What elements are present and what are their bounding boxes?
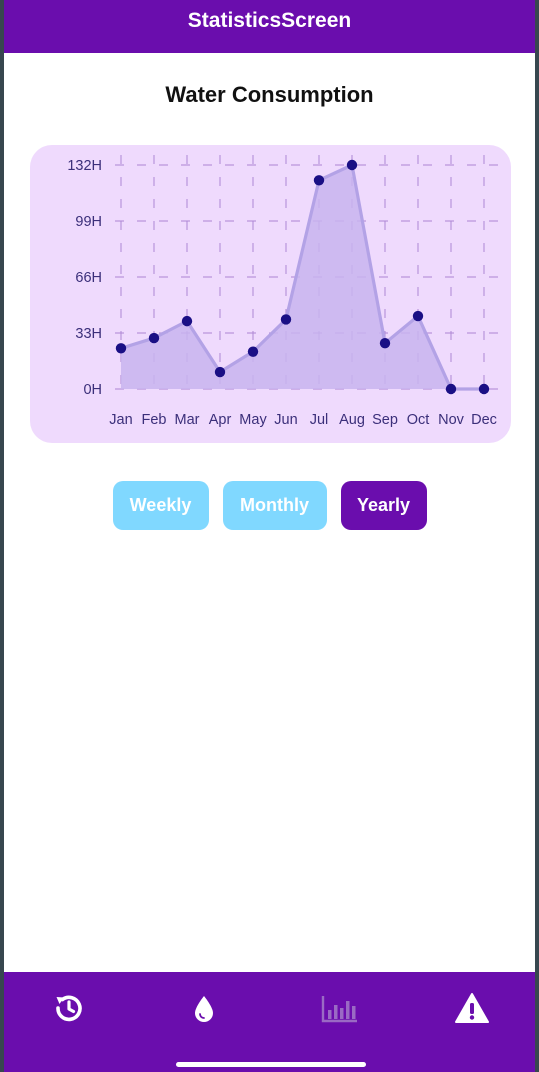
y-tick-label: 0H <box>83 382 102 398</box>
x-tick-label: Mar <box>175 412 200 428</box>
monthly-button[interactable]: Monthly <box>222 481 327 530</box>
data-point-oct <box>412 310 424 322</box>
home-indicator <box>176 1062 366 1067</box>
warning-icon <box>455 993 489 1023</box>
water-consumption-chart: 0H 33H 66H 99H 132H Jan Feb Mar Apr May Jun Jul Aug S… <box>67 155 498 428</box>
data-point-may <box>247 346 259 357</box>
x-tick-label: Jul <box>310 412 329 428</box>
x-tick-label: Jun <box>274 412 297 428</box>
series-line <box>120 163 484 391</box>
data-point-nov <box>445 383 457 395</box>
bottom-navigation <box>4 972 535 1072</box>
nav-statistics[interactable] <box>318 988 362 1028</box>
x-tick-label: Nov <box>438 412 465 428</box>
nav-water[interactable] <box>182 988 226 1028</box>
y-tick-label: 33H <box>75 326 102 342</box>
x-tick-label: Dec <box>471 412 497 428</box>
x-tick-label: Oct <box>407 412 430 428</box>
data-point-jun <box>280 314 292 325</box>
y-tick-label: 132H <box>67 158 102 174</box>
data-point-dec <box>478 383 490 395</box>
period-toggle: Weekly Monthly Yearly <box>4 481 535 531</box>
nav-alerts[interactable] <box>450 988 494 1028</box>
app-header: StatisticsScreen <box>4 0 535 53</box>
nav-history[interactable] <box>47 988 91 1028</box>
header-title: StatisticsScreen <box>187 8 352 32</box>
x-tick-label: Sep <box>372 412 398 428</box>
bar-chart-icon <box>321 996 357 1023</box>
water-drop-icon <box>195 996 213 1022</box>
data-point-mar <box>181 315 193 327</box>
data-point-jan <box>115 343 127 354</box>
data-point-jul <box>313 175 325 186</box>
data-point-aug <box>346 159 358 171</box>
data-point-feb <box>148 332 160 344</box>
series-area <box>121 165 484 389</box>
x-tick-label: Apr <box>209 412 232 428</box>
data-point-sep <box>379 337 391 349</box>
app-screen: StatisticsScreen Water Consumption 0H 33H… <box>4 0 535 1072</box>
x-tick-label: Jan <box>109 412 132 428</box>
x-tick-label: May <box>239 412 267 428</box>
yearly-button[interactable]: Yearly <box>340 481 427 530</box>
page-title: Water Consumption <box>165 82 374 107</box>
data-point-apr <box>214 366 226 378</box>
x-tick-label: Feb <box>142 412 167 428</box>
weekly-button[interactable]: Weekly <box>112 481 209 530</box>
chart-card: 0H 33H 66H 99H 132H Jan Feb Mar Apr May Jun Jul Aug S… <box>30 145 511 443</box>
y-tick-label: 66H <box>75 270 102 286</box>
x-tick-label: Aug <box>339 412 365 428</box>
history-icon <box>56 995 82 1022</box>
y-tick-label: 99H <box>75 214 102 230</box>
